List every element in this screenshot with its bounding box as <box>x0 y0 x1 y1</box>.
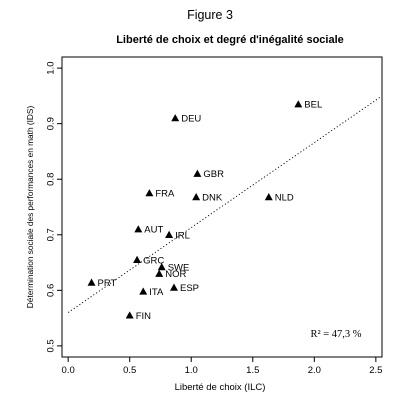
data-point-fin <box>125 311 134 319</box>
point-label-grc: GRC <box>143 255 164 266</box>
y-tick-label: 1.0 <box>45 62 56 75</box>
data-point-grc <box>133 255 142 263</box>
x-tick-label: 1.0 <box>185 365 198 376</box>
r-squared-annotation: R² = 47,3 % <box>310 329 361 340</box>
point-label-fin: FIN <box>136 311 151 322</box>
point-label-bel: BEL <box>304 100 322 111</box>
x-tick-label: 1.5 <box>246 365 259 376</box>
data-point-nld <box>264 193 273 201</box>
data-point-fra <box>145 189 154 197</box>
data-point-bel <box>294 100 303 108</box>
data-point-ita <box>139 287 148 295</box>
y-tick-label: 0.6 <box>45 284 56 297</box>
y-tick-label: 0.5 <box>45 339 56 352</box>
point-label-ita: ITA <box>149 287 164 298</box>
data-point-dnk <box>192 193 201 201</box>
x-tick-label: 0.0 <box>62 365 75 376</box>
data-point-esp <box>170 283 178 291</box>
data-point-prt <box>87 278 96 286</box>
data-point-gbr <box>193 169 202 177</box>
point-label-deu: DEU <box>181 114 201 125</box>
data-point-swe <box>157 263 166 271</box>
point-label-fra: FRA <box>155 189 175 200</box>
point-label-esp: ESP <box>180 283 199 294</box>
point-label-nor: NOR <box>165 269 186 280</box>
point-label-gbr: GBR <box>203 169 224 180</box>
data-point-nor <box>155 269 164 277</box>
y-axis-title: Détermination sociale des performances e… <box>25 106 35 309</box>
point-label-prt: PRT <box>98 278 117 289</box>
x-tick-label: 0.5 <box>123 365 136 376</box>
point-label-swe: SWE <box>168 263 190 274</box>
x-tick-label: 2.5 <box>369 365 382 376</box>
data-point-irl <box>165 230 174 238</box>
figure-label: Figure 3 <box>187 8 233 22</box>
plot-frame <box>61 56 383 358</box>
point-label-aut: AUT <box>144 225 163 236</box>
x-axis-title: Liberté de choix (ILC) <box>175 382 266 393</box>
y-tick-label: 0.8 <box>45 173 56 186</box>
x-tick-label: 2.0 <box>308 365 321 376</box>
point-label-dnk: DNK <box>202 193 223 204</box>
chart-title: Liberté de choix et degré d'inégalité so… <box>116 34 344 46</box>
data-point-aut <box>134 225 143 233</box>
data-point-deu <box>171 114 180 122</box>
y-tick-label: 0.9 <box>45 117 56 130</box>
trend-line <box>67 95 383 313</box>
point-label-irl: IRL <box>175 230 190 241</box>
axis-ticks: 0.0 0.5 1.0 1.5 2.0 2.5 0.5 0.6 0.7 0.8 0.9 1.0 <box>45 62 382 376</box>
point-label-nld: NLD <box>275 193 294 204</box>
y-tick-label: 0.7 <box>45 228 56 241</box>
